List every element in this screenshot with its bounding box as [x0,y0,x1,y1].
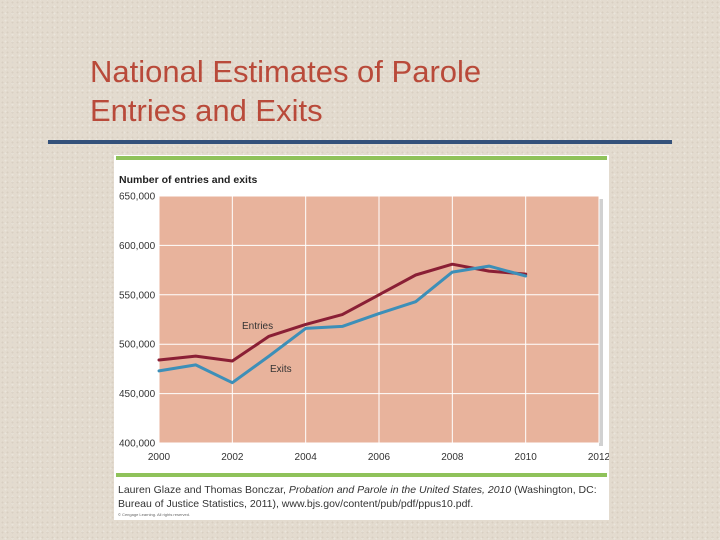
x-tick-label: 2012 [588,452,609,463]
x-tick-label: 2008 [441,452,464,463]
y-tick-label: 450,000 [119,389,156,400]
y-tick-label: 650,000 [119,192,156,203]
caption-part1: Lauren Glaze and Thomas Bonczar, [118,484,289,496]
y-tick-label: 400,000 [119,439,156,450]
caption-part2: (Washington, DC: Bureau of Justice Stati… [118,484,597,510]
series-label-exits: Exits [270,364,292,375]
title-divider [48,140,672,144]
chart-title: Number of entries and exits [119,174,257,186]
x-tick-label: 2002 [221,452,244,463]
y-tick-label: 500,000 [119,340,156,351]
slide-title-line2: Entries and Exits [90,93,323,128]
plot-shadow [599,199,603,446]
source-caption: Lauren Glaze and Thomas Bonczar, Probati… [118,483,603,511]
exits-line [157,264,528,385]
x-tick-label: 2000 [148,452,171,463]
x-tick-label: 2006 [368,452,391,463]
copyright-notice: © Cengage Learning. All rights reserved. [118,512,191,517]
series-label-entries: Entries [242,321,273,332]
top-green-rule [116,156,607,160]
x-tick-label: 2004 [295,452,318,463]
slide-title: National Estimates of Parole Entries and… [90,52,481,130]
y-tick-label: 550,000 [119,290,156,301]
line-chart: Number of entries and exits 400,000 450,0… [116,156,609,477]
slide-title-line1: National Estimates of Parole [90,54,482,89]
entries-line [157,262,528,363]
x-tick-label: 2010 [515,452,538,463]
bottom-green-rule [116,473,607,477]
chart-figure: Number of entries and exits 400,000 450,0… [114,155,609,520]
caption-italic: Probation and Parole in the United State… [288,484,512,496]
y-tick-label: 600,000 [119,241,156,252]
